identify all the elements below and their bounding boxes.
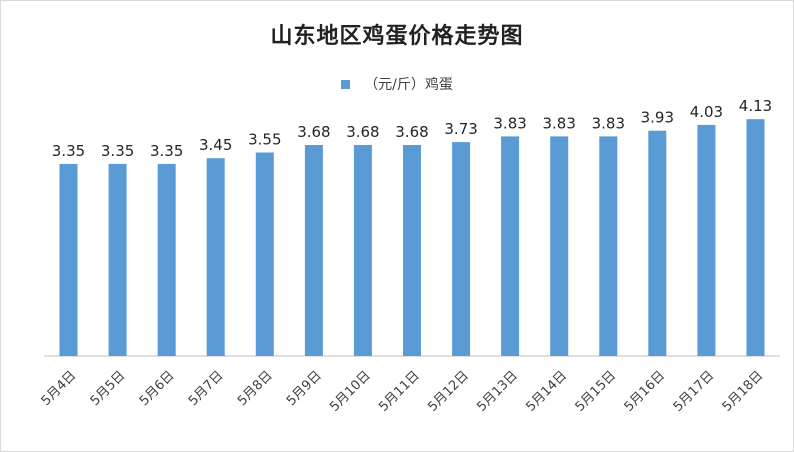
data-label: 3.83 [542, 114, 575, 132]
data-label: 3.68 [346, 123, 379, 141]
x-tick-label: 5月14日 [523, 368, 570, 415]
data-label: 3.45 [199, 136, 232, 154]
x-tick-label: 5月11日 [376, 368, 423, 415]
data-label: 3.35 [150, 142, 183, 160]
bar [599, 136, 618, 356]
bar [403, 145, 421, 356]
data-label: 3.68 [297, 123, 330, 141]
bar [353, 145, 372, 356]
legend-swatch [341, 79, 351, 89]
data-label: 3.55 [248, 131, 281, 149]
bar [697, 124, 716, 357]
data-label: 4.13 [739, 97, 772, 115]
x-tick-label: 5月12日 [425, 368, 472, 415]
data-label: 3.83 [493, 114, 526, 132]
bar [157, 163, 176, 356]
x-tick-label: 5月6日 [137, 368, 178, 409]
bar [304, 145, 323, 356]
data-label: 3.35 [52, 142, 85, 160]
x-tick-label: 5月13日 [474, 368, 521, 415]
data-label: 3.73 [444, 120, 477, 138]
bar [108, 163, 127, 356]
x-tick-label: 5月7日 [186, 368, 227, 409]
bar [59, 163, 78, 356]
x-tick-label: 5月9日 [284, 368, 325, 409]
x-tick-label: 5月8日 [235, 368, 276, 409]
bar [501, 136, 520, 356]
bar [648, 130, 667, 356]
bar [550, 136, 569, 356]
bar [206, 158, 225, 356]
bar [255, 152, 274, 356]
bar [746, 119, 765, 356]
x-tick-label: 5月4日 [39, 368, 80, 409]
x-tick-label: 5月17日 [671, 368, 718, 415]
x-tick-label: 5月15日 [573, 368, 620, 415]
data-label: 3.93 [641, 109, 674, 127]
chart-legend: （元/斤）鸡蛋 [0, 74, 794, 94]
legend-label: （元/斤）鸡蛋 [364, 77, 453, 93]
data-label: 3.68 [395, 123, 428, 141]
bar [452, 142, 471, 356]
x-tick-label: 5月16日 [622, 368, 669, 415]
data-label: 3.35 [101, 142, 134, 160]
data-label: 3.83 [592, 114, 625, 132]
x-tick-label: 5月5日 [88, 368, 129, 409]
x-tick-label: 5月10日 [327, 368, 374, 415]
chart-title: 山东地区鸡蛋价格走势图 [270, 23, 524, 49]
x-tick-label: 5月18日 [720, 368, 767, 415]
data-label: 4.03 [690, 103, 723, 121]
